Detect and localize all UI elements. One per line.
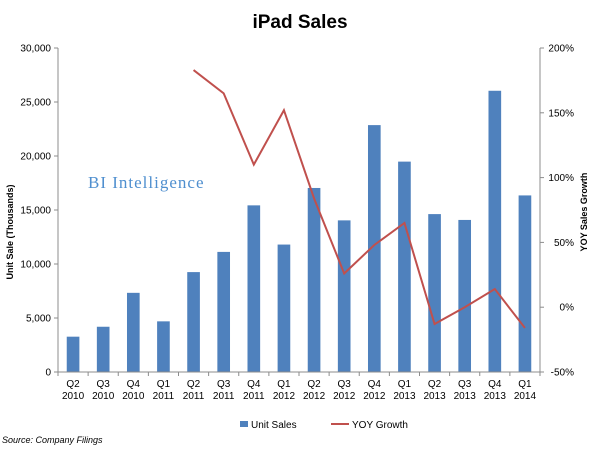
x-tick-year-6: 2011 bbox=[243, 391, 265, 402]
x-tick-label-14: Q4 2013 bbox=[484, 379, 507, 402]
y2-tick-label-4: 150% bbox=[548, 108, 574, 119]
x-tick-quarter-11: Q1 bbox=[398, 379, 412, 390]
x-tick-quarter-12: Q2 bbox=[428, 379, 442, 390]
x-tick-label-0: Q2 2010 bbox=[62, 379, 85, 402]
y-tick-labels: 0 5,000 10,000 15,000 20,000 25,000 30,000 bbox=[20, 44, 51, 379]
x-tick-quarter-6: Q4 bbox=[247, 379, 261, 390]
y2-tick-labels: -50% 0% 50% 100% 150% 200% bbox=[548, 44, 574, 379]
x-tick-year-3: 2011 bbox=[153, 391, 175, 402]
x-tick-year-14: 2013 bbox=[484, 391, 507, 402]
x-tick-label-9: Q3 2012 bbox=[333, 379, 356, 402]
bar-unit-sales-9 bbox=[337, 220, 351, 372]
bar-unit-sales-5 bbox=[217, 251, 231, 372]
y-tick-label-1: 5,000 bbox=[26, 314, 51, 325]
legend-yoy-growth-label: YOY Growth bbox=[352, 420, 408, 431]
x-tick-year-5: 2011 bbox=[213, 391, 235, 402]
y-tick-label-2: 10,000 bbox=[20, 260, 51, 271]
x-tick-quarter-0: Q2 bbox=[66, 379, 80, 390]
x-tick-label-4: Q2 2011 bbox=[183, 379, 205, 402]
y-tick-label-5: 25,000 bbox=[20, 98, 51, 109]
bars-layer bbox=[66, 90, 532, 373]
bar-unit-sales-4 bbox=[187, 272, 200, 372]
x-tick-quarter-15: Q1 bbox=[518, 379, 532, 390]
x-tick-label-6: Q4 2011 bbox=[243, 379, 265, 402]
bar-unit-sales-15 bbox=[518, 195, 532, 372]
x-tick-label-12: Q2 2013 bbox=[423, 379, 446, 402]
x-tick-label-5: Q3 2011 bbox=[213, 379, 235, 402]
x-tick-year-13: 2013 bbox=[454, 391, 477, 402]
x-tick-label-11: Q1 2013 bbox=[393, 379, 416, 402]
bar-unit-sales-6 bbox=[247, 205, 261, 372]
bar-unit-sales-12 bbox=[428, 214, 441, 372]
bar-unit-sales-0 bbox=[66, 336, 80, 372]
y-axis-title: Unit Sale (Thousands) bbox=[5, 184, 15, 279]
y2-tick-label-1: 0% bbox=[560, 303, 575, 314]
bar-unit-sales-1 bbox=[96, 326, 110, 372]
watermark: BI Intelligence bbox=[88, 173, 205, 192]
bar-unit-sales-10 bbox=[367, 125, 381, 372]
x-tick-year-10: 2012 bbox=[363, 391, 386, 402]
x-tick-year-9: 2012 bbox=[333, 391, 356, 402]
y2-axis-title: YOY Sales Growth bbox=[579, 173, 589, 252]
bar-unit-sales-11 bbox=[398, 161, 411, 372]
y2-tick-label-0: -50% bbox=[551, 368, 574, 379]
x-tick-year-4: 2011 bbox=[183, 391, 205, 402]
x-tick-label-8: Q2 2012 bbox=[303, 379, 326, 402]
x-tick-label-10: Q4 2012 bbox=[363, 379, 386, 402]
x-tick-quarter-3: Q1 bbox=[157, 379, 171, 390]
x-tick-year-0: 2010 bbox=[62, 391, 85, 402]
y2-tick-label-5: 200% bbox=[548, 44, 574, 55]
x-tick-year-11: 2013 bbox=[393, 391, 416, 402]
x-tick-label-13: Q3 2013 bbox=[454, 379, 477, 402]
chart-title: iPad Sales bbox=[252, 12, 347, 33]
x-tick-quarter-9: Q3 bbox=[338, 379, 352, 390]
x-tick-year-2: 2010 bbox=[122, 391, 145, 402]
x-tick-quarter-2: Q4 bbox=[127, 379, 141, 390]
y2-tick-label-3: 100% bbox=[548, 173, 574, 184]
x-tick-label-7: Q1 2012 bbox=[273, 379, 296, 402]
yoy-growth-line bbox=[192, 69, 526, 329]
x-tick-quarter-8: Q2 bbox=[307, 379, 321, 390]
bar-unit-sales-14 bbox=[488, 90, 502, 373]
x-tick-quarter-1: Q3 bbox=[97, 379, 111, 390]
y-tick-label-4: 20,000 bbox=[20, 152, 51, 163]
x-tick-year-1: 2010 bbox=[92, 391, 115, 402]
x-tick-quarter-10: Q4 bbox=[368, 379, 382, 390]
legend: Unit Sales YOY Growth bbox=[240, 420, 408, 431]
legend-unit-sales-swatch bbox=[240, 421, 248, 427]
axes-layer bbox=[54, 47, 544, 376]
x-tick-year-8: 2012 bbox=[303, 391, 326, 402]
x-tick-year-7: 2012 bbox=[273, 391, 296, 402]
y-tick-label-0: 0 bbox=[45, 368, 51, 379]
x-tick-label-3: Q1 2011 bbox=[153, 379, 175, 402]
legend-unit-sales-label: Unit Sales bbox=[251, 420, 297, 431]
y-tick-label-6: 30,000 bbox=[20, 44, 51, 55]
x-tick-quarter-5: Q3 bbox=[217, 379, 231, 390]
bar-unit-sales-2 bbox=[126, 292, 140, 372]
x-tick-label-15: Q1 2014 bbox=[514, 379, 537, 402]
bar-unit-sales-8 bbox=[307, 187, 321, 372]
x-tick-quarter-14: Q4 bbox=[488, 379, 502, 390]
x-tick-quarter-13: Q3 bbox=[458, 379, 472, 390]
x-tick-quarter-4: Q2 bbox=[187, 379, 201, 390]
y2-tick-label-2: 50% bbox=[554, 238, 574, 249]
bar-unit-sales-3 bbox=[157, 321, 170, 372]
bar-unit-sales-13 bbox=[458, 219, 472, 372]
bar-unit-sales-7 bbox=[277, 244, 291, 372]
source-note: Source: Company Filings bbox=[2, 435, 103, 445]
x-tick-year-12: 2013 bbox=[423, 391, 446, 402]
x-tick-quarter-7: Q1 bbox=[277, 379, 291, 390]
x-tick-year-15: 2014 bbox=[514, 391, 537, 402]
y-tick-label-3: 15,000 bbox=[20, 206, 51, 217]
x-tick-label-2: Q4 2010 bbox=[122, 379, 145, 402]
x-tick-label-1: Q3 2010 bbox=[92, 379, 115, 402]
